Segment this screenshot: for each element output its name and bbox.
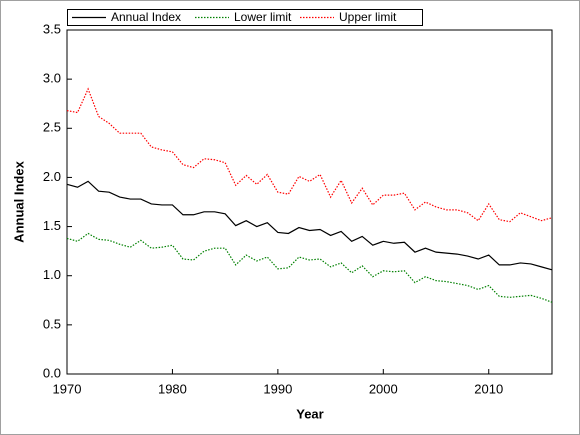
- y-axis-title: Annual Index: [11, 160, 26, 242]
- plot-area: [66, 29, 553, 375]
- y-tick-label: 0.5: [43, 316, 61, 331]
- legend-label: Annual Index: [111, 10, 181, 24]
- y-tick-label: 3.5: [43, 21, 61, 36]
- y-tick-label: 2.0: [43, 169, 61, 184]
- legend-label: Upper limit: [339, 10, 397, 24]
- y-tick-label: 0.0: [43, 365, 61, 380]
- series-line: [66, 232, 553, 303]
- x-axis-title: Year: [296, 406, 323, 421]
- x-tick-label: 1980: [158, 381, 187, 396]
- y-tick-label: 2.5: [43, 120, 61, 135]
- x-tick-label: 2010: [474, 381, 503, 396]
- series-line: [66, 180, 553, 271]
- x-tick-label: 2000: [369, 381, 398, 396]
- x-tick-label: 1990: [263, 381, 292, 396]
- legend: [67, 9, 423, 26]
- x-tick-label: 1970: [53, 381, 82, 396]
- y-tick-label: 1.5: [43, 218, 61, 233]
- y-tick-label: 1.0: [43, 267, 61, 282]
- legend-label: Lower limit: [234, 10, 292, 24]
- y-tick-label: 3.0: [43, 71, 61, 86]
